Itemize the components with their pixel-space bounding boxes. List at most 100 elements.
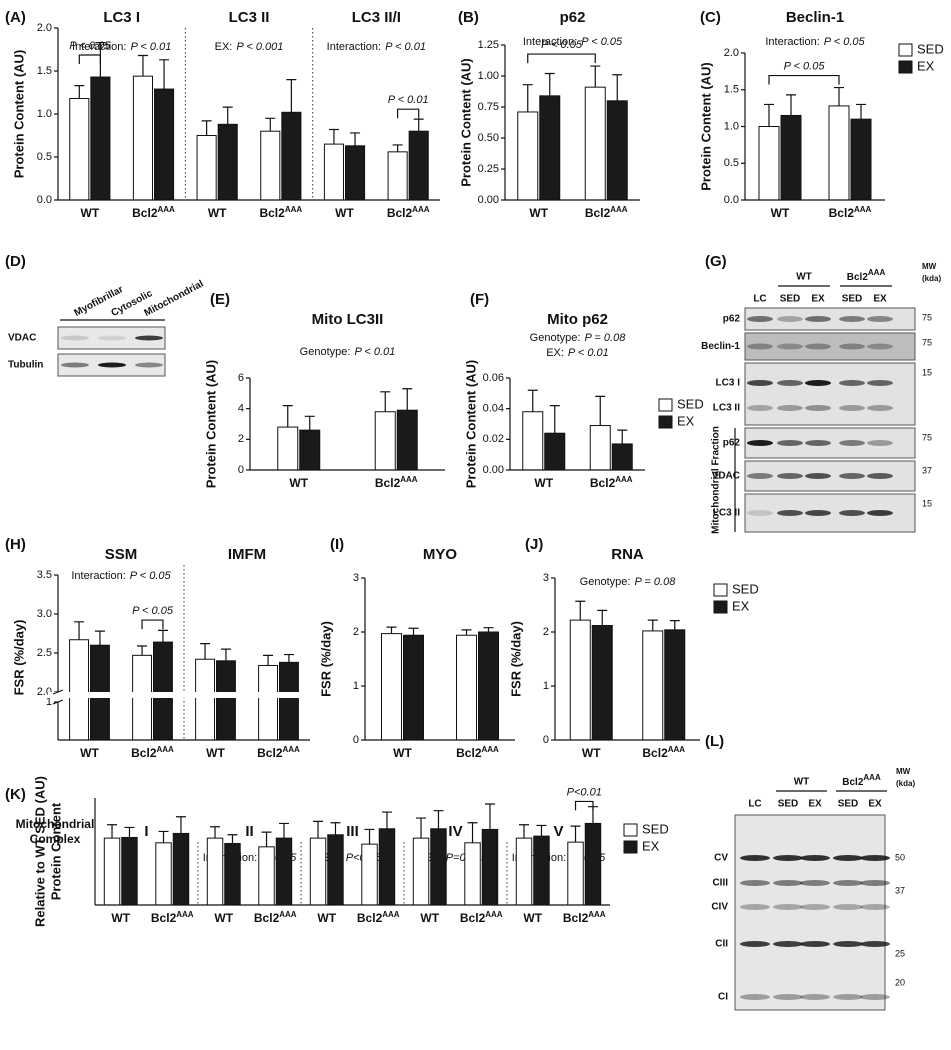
y-tick-label: 3.0 xyxy=(37,608,52,620)
row-label: CV xyxy=(714,853,728,864)
bar xyxy=(277,426,299,471)
significance-label: P<0.01 xyxy=(567,786,602,798)
blot-strip xyxy=(744,427,916,459)
error-bar xyxy=(283,653,294,663)
annotation-p: P < 0.05 xyxy=(581,36,623,48)
panel-label: (I) xyxy=(330,536,344,553)
x-tick-label-sup: AAA xyxy=(279,910,297,919)
blot-band xyxy=(805,316,831,322)
blot-band xyxy=(98,362,126,368)
x-tick-label-base: Bcl2 xyxy=(357,911,383,925)
bar xyxy=(481,828,499,906)
bar xyxy=(132,75,153,201)
error-bar xyxy=(107,824,118,839)
error-bar xyxy=(200,643,211,660)
y-tick-label: 0.75 xyxy=(478,101,499,113)
x-tick-label-sup: AAA xyxy=(854,205,872,214)
blot-band xyxy=(747,510,773,516)
x-tick-label: WT xyxy=(206,746,225,760)
x-tick-label-sup: AAA xyxy=(412,205,430,214)
mw-value: 15 xyxy=(922,498,932,508)
panel-label: (K) xyxy=(5,786,26,803)
error-bar xyxy=(402,388,413,411)
y-tick-label: 3 xyxy=(353,572,359,584)
mw-header: MW xyxy=(896,767,911,776)
section-title: LC3 II/I xyxy=(352,9,401,26)
blot-band xyxy=(777,440,803,446)
bar xyxy=(154,88,175,201)
mw-header: (kda) xyxy=(896,779,915,788)
section-title: LC3 I xyxy=(103,9,140,26)
error-bar xyxy=(137,645,148,656)
x-tick-label-base: Bcl2 xyxy=(387,206,413,220)
x-tick-label-base: Bcl2 xyxy=(151,911,177,925)
bar xyxy=(155,842,172,906)
bar xyxy=(275,837,293,906)
bar xyxy=(642,630,664,741)
x-tick-label-base: Bcl2 xyxy=(257,746,283,760)
panel-label: (A) xyxy=(5,9,26,26)
x-tick-label-base: Bcl2 xyxy=(259,206,285,220)
bar xyxy=(327,834,344,906)
mw-value: 20 xyxy=(895,977,905,987)
x-tick-label-sup: AAA xyxy=(485,910,503,919)
x-tick-label: Bcl2AAA xyxy=(563,910,606,926)
bar xyxy=(378,828,396,906)
annotation-p: P = 0.08 xyxy=(634,576,676,588)
bar xyxy=(396,409,418,471)
error-bar xyxy=(834,86,844,106)
y-axis-label: Protein Content (AU) xyxy=(698,62,713,191)
y-axis-label: Protein Content xyxy=(48,802,63,900)
significance-bracket xyxy=(397,108,420,119)
y-axis-label: Protein Content (AU) xyxy=(11,50,26,179)
y-tick-label: 1.5 xyxy=(37,65,52,77)
blot-band xyxy=(833,904,863,910)
row-label: VDAC xyxy=(712,471,740,482)
section-title: Mito LC3II xyxy=(312,311,384,328)
y-tick-label: 0.50 xyxy=(478,132,499,144)
blot-band xyxy=(867,510,893,516)
blot-band xyxy=(740,880,770,886)
y-tick-label: 6 xyxy=(238,372,244,384)
y-tick-label: 0.00 xyxy=(478,194,499,206)
annotation: Interaction: P < 0.01 xyxy=(72,41,171,53)
row-label: LC3 II xyxy=(713,403,740,414)
y-tick-label: 2 xyxy=(238,433,244,445)
blot-band xyxy=(860,855,890,861)
blot-band xyxy=(839,510,865,516)
section-title: SSM xyxy=(105,546,138,563)
bar xyxy=(361,843,378,906)
bar xyxy=(103,837,121,906)
y-tick-label: 4 xyxy=(238,403,244,415)
bar xyxy=(299,429,321,471)
annotation-label: Genotype: xyxy=(580,576,631,588)
error-bar xyxy=(416,817,427,839)
bar xyxy=(217,123,238,201)
blot-band xyxy=(867,473,893,479)
annotation-p: P < 0.01 xyxy=(354,346,395,358)
y-tick-label: 0.5 xyxy=(37,151,52,163)
section-title: RNA xyxy=(611,546,644,563)
blot-band xyxy=(833,994,863,1000)
section-title: LC3 II xyxy=(229,9,270,26)
y-axis-label: FSR (%/day) xyxy=(318,621,333,697)
x-tick-label: Bcl2AAA xyxy=(829,205,872,221)
bar xyxy=(196,135,217,201)
bar xyxy=(345,145,366,201)
section-title: Mito p62 xyxy=(547,311,608,328)
y-tick-label: 1.0 xyxy=(724,120,739,132)
error-bar xyxy=(380,391,391,412)
row-label: CII xyxy=(715,939,728,950)
blot-band xyxy=(867,316,893,322)
legend-label: EX xyxy=(917,58,935,73)
annotation-p: P < 0.01 xyxy=(385,41,426,53)
blot-band xyxy=(773,994,803,1000)
bar xyxy=(589,425,611,471)
mw-header: (kda) xyxy=(922,274,941,283)
bar xyxy=(309,837,327,906)
error-bar xyxy=(137,54,148,77)
error-bar xyxy=(74,85,85,99)
y-tick-label: 0.06 xyxy=(483,372,504,384)
error-bar xyxy=(392,144,403,152)
error-bar xyxy=(350,132,361,146)
